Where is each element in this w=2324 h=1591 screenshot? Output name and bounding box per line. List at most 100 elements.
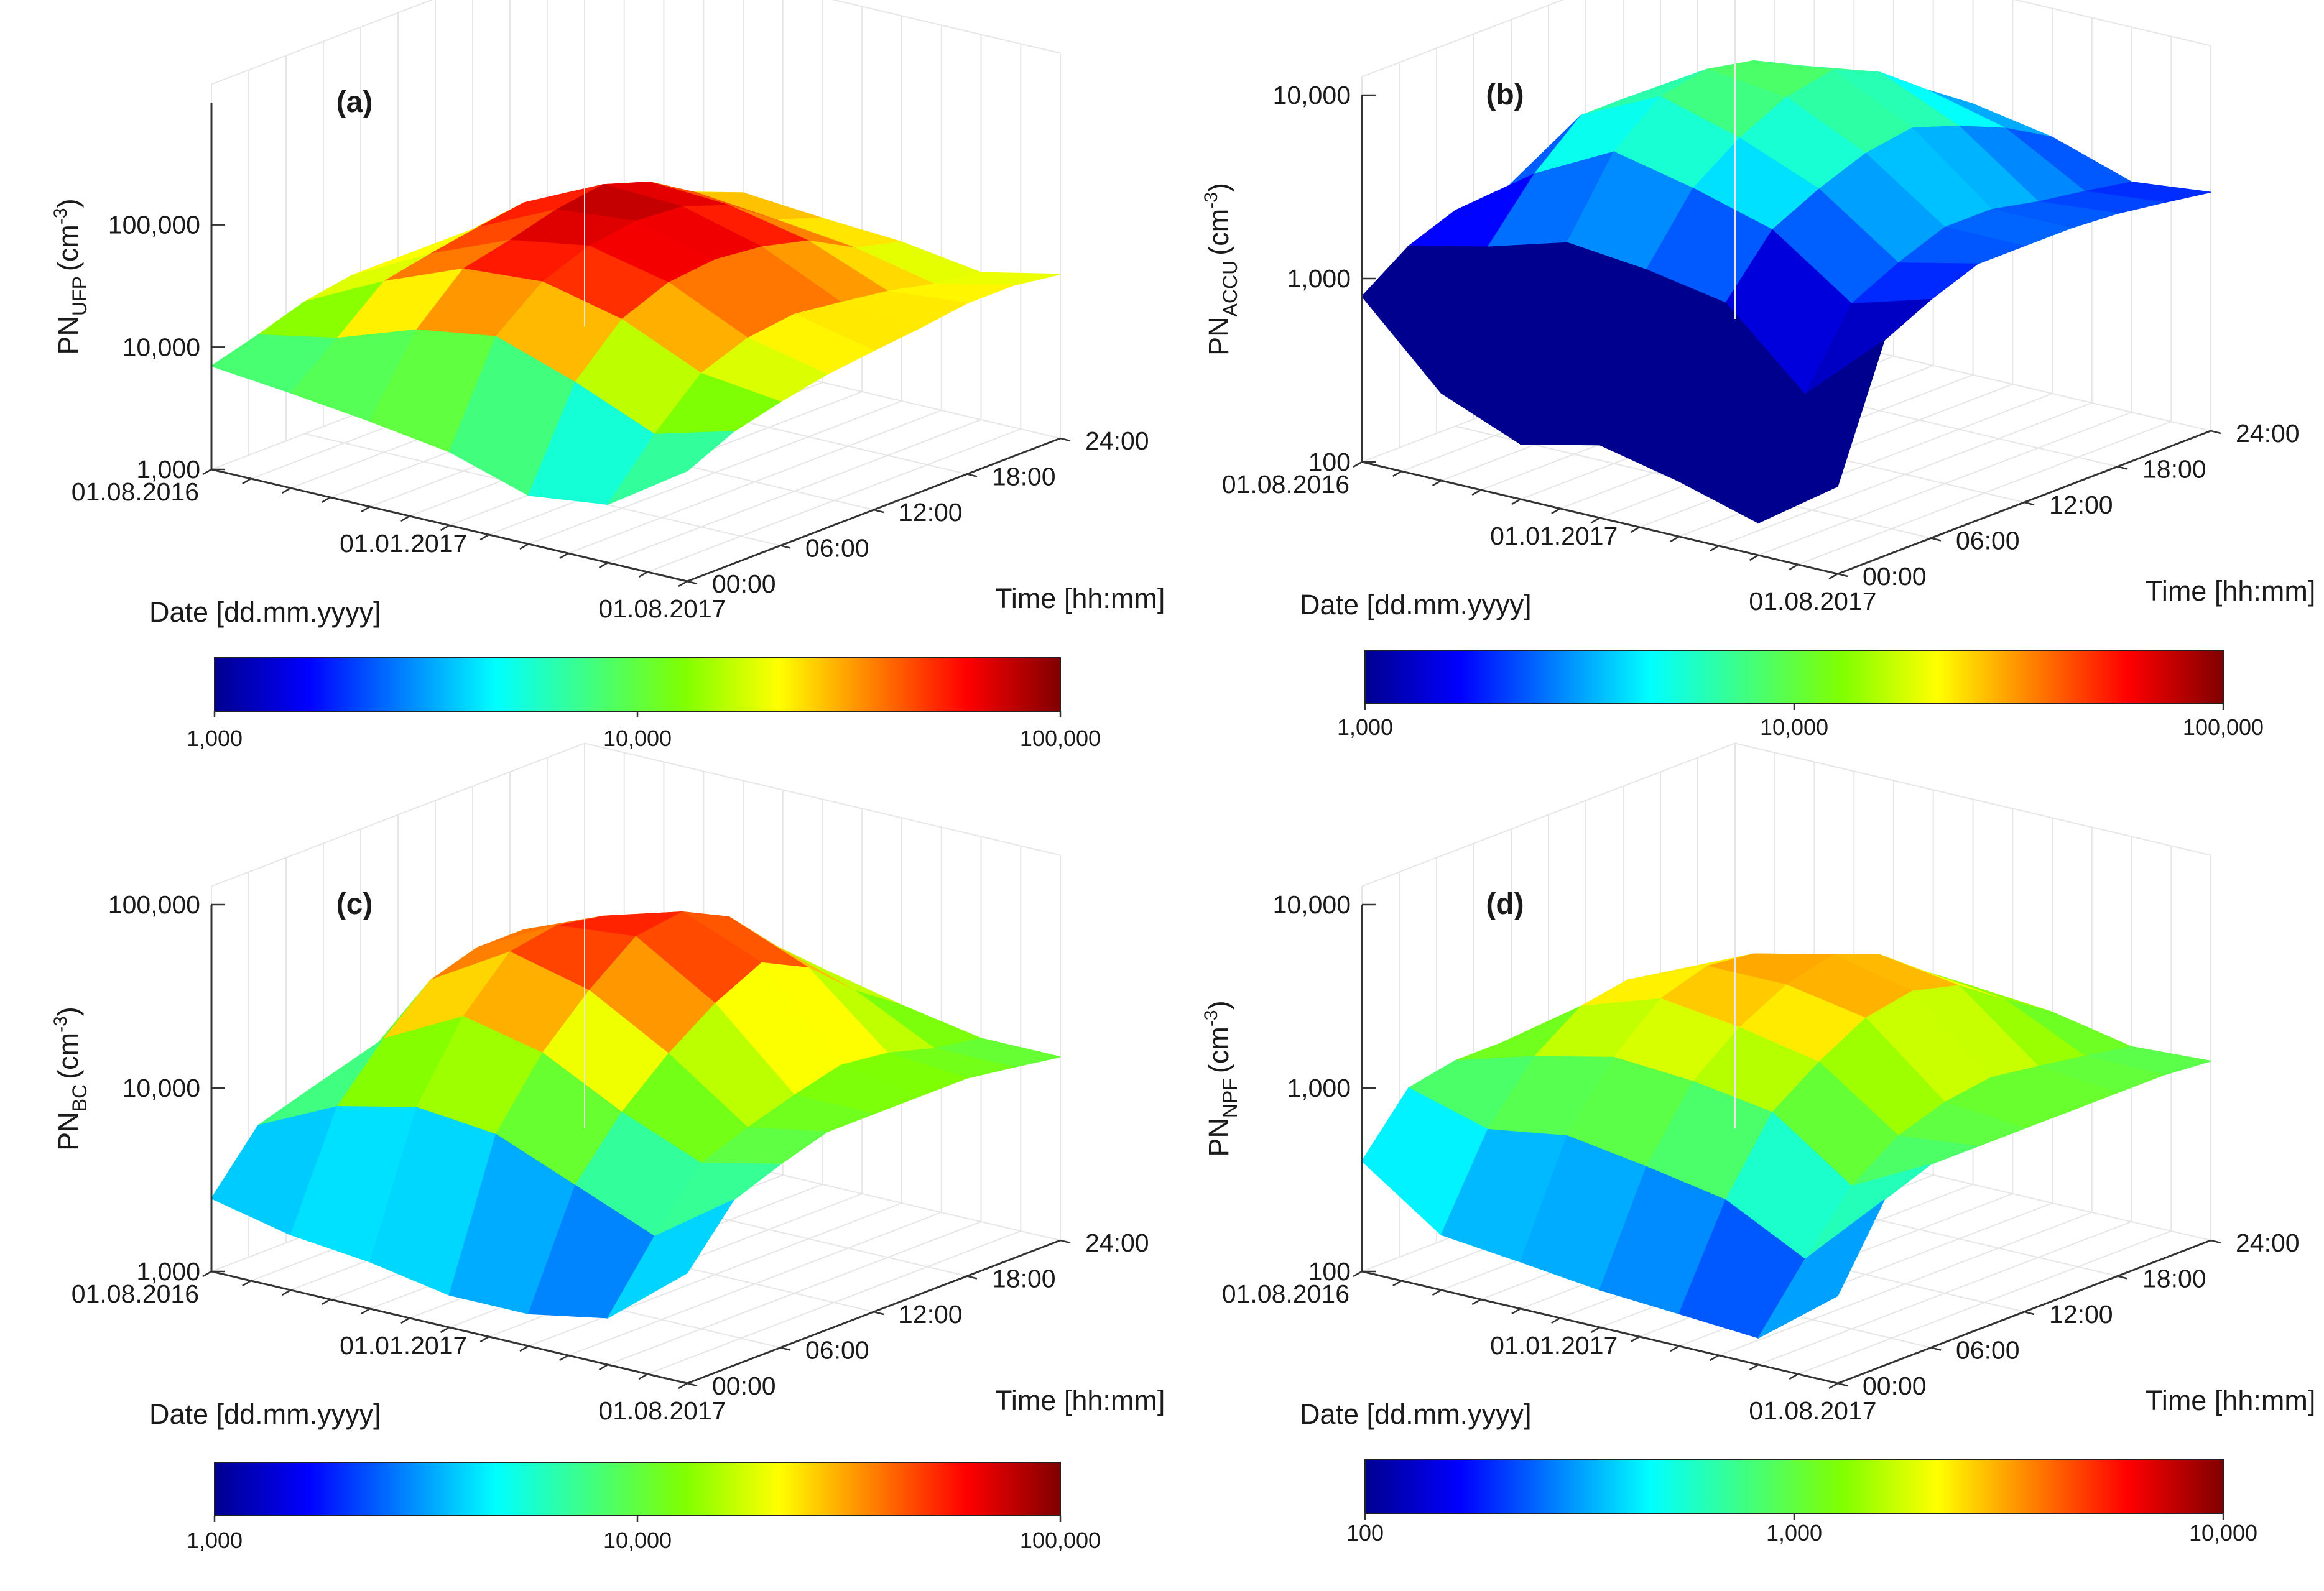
- z-axis-title: PNNPF(cm-3): [1201, 1000, 1241, 1156]
- z-tick-label: 100: [1308, 448, 1351, 476]
- date-axis-title: Date [dd.mm.yyyy]: [149, 1398, 381, 1430]
- colorbar-gradient: [214, 657, 1061, 712]
- date-axis-title: Date [dd.mm.yyyy]: [1300, 1398, 1532, 1430]
- time-tick-label: 12:00: [2049, 1300, 2113, 1329]
- surface: [1361, 60, 2211, 524]
- panel-label: (a): [336, 86, 373, 119]
- time-axis-title: Time [hh:mm]: [995, 1385, 1165, 1416]
- time-ticks: 00:00 06:00 12:00 18:00 24:00: [687, 427, 1149, 598]
- date-ticks: 01.08.2016 01.01.2017 01.08.2017: [1222, 461, 1877, 616]
- panel-d: 100 1,000 10,000 PNNPF(cm-3) 01.08.2016 01.01…: [1201, 742, 2315, 1546]
- colorbar-tick-label: 1,000: [187, 1528, 243, 1553]
- colorbar: 1,000 10,000 100,000: [187, 1462, 1101, 1553]
- time-tick-label: 24:00: [2236, 419, 2300, 448]
- z-tick-label: 1,000: [136, 455, 200, 484]
- time-ticks: 00:00 06:00 12:00 18:00 24:00: [1837, 419, 2300, 591]
- colorbar-tick-label: 1,000: [1337, 714, 1393, 740]
- z-tick-label: 10,000: [1273, 890, 1351, 919]
- time-tick-label: 00:00: [1863, 1372, 1927, 1400]
- panel-label: (d): [1486, 888, 1524, 921]
- time-tick-label: 24:00: [2236, 1229, 2300, 1257]
- surface: [210, 911, 1061, 1319]
- colorbar-tick-label: 100: [1346, 1520, 1384, 1546]
- time-tick-label: 06:00: [805, 534, 869, 563]
- colorbar-tick-label: 100,000: [1020, 1528, 1101, 1553]
- z-axis-title: PNUFP(cm-3): [50, 198, 91, 354]
- colorbar-tick-label: 10,000: [1760, 714, 1828, 740]
- colorbar: 100 1,000 10,000: [1346, 1459, 2257, 1546]
- z-ticks: 1,000 10,000 100,000: [108, 890, 225, 1286]
- panel-label: (c): [336, 888, 373, 921]
- colorbar-tick-label: 1,000: [1766, 1520, 1822, 1546]
- date-axis-title: Date [dd.mm.yyyy]: [149, 596, 381, 628]
- time-tick-label: 06:00: [1956, 527, 2020, 555]
- z-axis-title: PNACCU(cm-3): [1201, 183, 1241, 356]
- date-tick-label: 01.08.2017: [1749, 1396, 1876, 1425]
- colorbar: 1,000 10,000 100,000: [1337, 650, 2264, 740]
- date-tick-label: 01.08.2016: [72, 1280, 199, 1308]
- colorbar-gradient: [1364, 650, 2224, 704]
- time-tick-label: 18:00: [2142, 455, 2206, 484]
- colorbar-tick-label: 10,000: [603, 1528, 672, 1553]
- date-tick-label: 01.01.2017: [1490, 1331, 1618, 1360]
- z-ticks: 1,000 10,000 100,000: [108, 211, 225, 484]
- surface: [1361, 953, 2211, 1339]
- z-tick-label: 10,000: [123, 1074, 200, 1102]
- colorbar: 1,000 10,000 100,000: [187, 657, 1101, 751]
- colorbar-gradient: [1364, 1459, 2224, 1514]
- time-tick-label: 18:00: [992, 1265, 1056, 1293]
- surface-patch: [606, 1199, 736, 1319]
- z-tick-label: 100,000: [108, 890, 200, 919]
- date-tick-label: 01.01.2017: [340, 529, 467, 558]
- z-ticks: 100 1,000 10,000: [1273, 81, 1376, 476]
- z-tick-label: 100: [1308, 1257, 1351, 1286]
- colorbar-gradient: [214, 1462, 1061, 1516]
- date-tick-label: 01.08.2016: [1222, 470, 1349, 499]
- z-axis-title: PNBC(cm-3): [50, 1007, 91, 1151]
- z-ticks: 100 1,000 10,000: [1273, 890, 1376, 1286]
- z-tick-label: 1,000: [1287, 1074, 1351, 1102]
- time-tick-label: 00:00: [1863, 562, 1927, 591]
- date-ticks: 01.08.2016 01.01.2017 01.08.2017: [1222, 1270, 1877, 1425]
- surface-patch: [1757, 1199, 1885, 1339]
- time-tick-label: 00:00: [712, 1372, 776, 1400]
- time-tick-label: 18:00: [992, 463, 1056, 491]
- time-tick-label: 24:00: [1085, 1229, 1149, 1257]
- date-ticks: 01.08.2016 01.01.2017 01.08.2017: [72, 468, 726, 623]
- time-axis-title: Time [hh:mm]: [2146, 1385, 2315, 1416]
- panel-label: (b): [1486, 78, 1524, 111]
- surface: [210, 182, 1061, 505]
- z-tick-label: 10,000: [1273, 81, 1351, 109]
- surface-patch: [606, 431, 736, 505]
- panel-c: 1,00010,000100,000PNBC(cm-3)01.08.201601…: [50, 742, 1165, 1553]
- time-tick-label: 12:00: [899, 1300, 963, 1329]
- time-tick-label: 12:00: [899, 498, 963, 527]
- z-tick-label: 1,000: [136, 1257, 200, 1286]
- date-ticks: 01.08.2016 01.01.2017 01.08.2017: [72, 1270, 726, 1425]
- date-tick-label: 01.08.2016: [1222, 1280, 1349, 1308]
- time-tick-label: 06:00: [1956, 1336, 2020, 1365]
- z-tick-label: 10,000: [123, 333, 200, 361]
- time-ticks: 00:00 06:00 12:00 18:00 24:00: [1837, 1229, 2300, 1400]
- date-tick-label: 01.01.2017: [1490, 522, 1618, 550]
- date-axis-title: Date [dd.mm.yyyy]: [1300, 589, 1532, 620]
- date-tick-label: 01.08.2017: [1749, 587, 1876, 616]
- date-tick-label: 01.01.2017: [340, 1331, 467, 1360]
- date-tick-label: 01.08.2016: [72, 477, 199, 506]
- panel-a: 1,00010,000100,000PNUFP(cm-3)01.08.20160…: [50, 0, 1165, 751]
- time-tick-label: 18:00: [2142, 1265, 2206, 1293]
- colorbar-tick-label: 1,000: [187, 726, 243, 751]
- time-tick-label: 24:00: [1085, 427, 1149, 455]
- time-ticks: 00:00 06:00 12:00 18:00 24:00: [687, 1229, 1149, 1400]
- time-tick-label: 12:00: [2049, 491, 2113, 519]
- time-axis-title: Time [hh:mm]: [995, 583, 1165, 614]
- colorbar-tick-label: 100,000: [1020, 726, 1101, 751]
- date-tick-label: 01.08.2017: [598, 594, 726, 623]
- panel-b: 1001,00010,000PNACCU(cm-3)01.08.201601.0…: [1201, 0, 2315, 740]
- date-tick-label: 01.08.2017: [598, 1396, 726, 1425]
- z-tick-label: 100,000: [108, 211, 200, 239]
- colorbar-tick-label: 10,000: [603, 726, 672, 751]
- time-axis-title: Time [hh:mm]: [2146, 575, 2315, 607]
- colorbar-tick-label: 10,000: [2189, 1520, 2257, 1546]
